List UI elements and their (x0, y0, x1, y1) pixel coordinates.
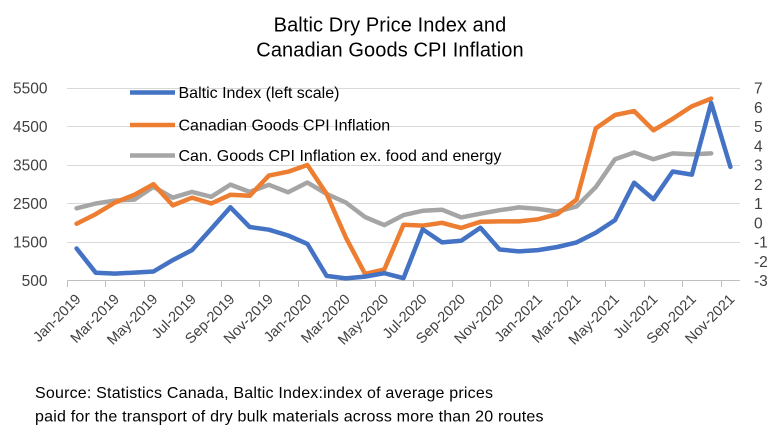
svg-text:Baltic Index (left scale): Baltic Index (left scale) (179, 85, 340, 102)
svg-text:Baltic Dry Price Index and: Baltic Dry Price Index and (274, 15, 507, 37)
svg-text:-2: -2 (754, 254, 768, 271)
svg-text:-1: -1 (754, 235, 768, 252)
svg-text:Canadian Goods CPI Inflation: Canadian Goods CPI Inflation (256, 40, 523, 62)
svg-text:4500: 4500 (13, 119, 48, 136)
svg-text:Canadian Goods CPI Inflation: Canadian Goods CPI Inflation (179, 118, 391, 135)
svg-text:5500: 5500 (13, 81, 48, 98)
svg-text:2500: 2500 (13, 196, 48, 213)
svg-text:paid for the transport of dry: paid for the transport of dry bulk mater… (35, 409, 544, 426)
svg-text:0: 0 (754, 215, 763, 232)
svg-text:1: 1 (754, 196, 763, 213)
svg-text:Source: Statistics Canada, Bal: Source: Statistics Canada, Baltic Index:… (35, 385, 493, 402)
svg-text:Can. Goods CPI Inflation ex. f: Can. Goods CPI Inflation ex. food and en… (179, 148, 502, 165)
svg-text:500: 500 (22, 273, 48, 290)
svg-text:5: 5 (754, 119, 763, 136)
svg-text:4: 4 (754, 138, 763, 155)
svg-text:2: 2 (754, 177, 763, 194)
svg-text:3500: 3500 (13, 158, 48, 175)
svg-text:6: 6 (754, 100, 763, 117)
svg-text:3: 3 (754, 158, 763, 175)
svg-text:1500: 1500 (13, 235, 48, 252)
svg-text:7: 7 (754, 81, 763, 98)
svg-text:-3: -3 (754, 273, 768, 290)
